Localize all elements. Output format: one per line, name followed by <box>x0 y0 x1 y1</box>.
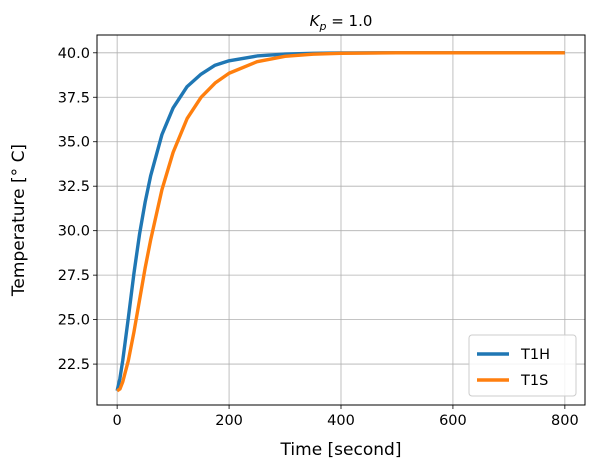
legend-label-t1h: T1H <box>520 347 550 363</box>
x-tick-label: 800 <box>551 413 579 429</box>
x-tick-label: 400 <box>327 413 355 429</box>
y-tick-label: 40.0 <box>58 46 90 62</box>
legend: T1H T1S <box>468 334 577 397</box>
title-subscript: p <box>318 20 326 33</box>
y-tick-label: 37.5 <box>58 90 90 106</box>
x-tick-label: 200 <box>215 413 243 429</box>
y-axis-label: Temperature [° C] <box>9 144 29 297</box>
title-rest: = 1.0 <box>326 12 372 30</box>
y-tick-label: 32.5 <box>58 179 90 195</box>
x-tick-label: 0 <box>113 413 122 429</box>
chart-title: Kp = 1.0 <box>310 12 373 33</box>
title-main: K <box>310 12 321 30</box>
x-tick-label: 600 <box>439 413 467 429</box>
y-tick-label: 25.0 <box>58 313 90 329</box>
axis-ticks: 0 200 400 600 800 22.5 25.0 27.5 30.0 32.5 35.0 37.… <box>58 46 579 429</box>
series-lines <box>115 51 565 393</box>
y-tick-label: 35.0 <box>58 135 90 151</box>
legend-label-t1s: T1S <box>520 373 548 389</box>
y-tick-label: 22.5 <box>58 357 90 373</box>
x-axis-label: Time [second] <box>280 440 402 460</box>
series-line-t1s <box>116 51 565 393</box>
y-tick-label: 27.5 <box>58 268 90 284</box>
y-tick-label: 30.0 <box>58 224 90 240</box>
